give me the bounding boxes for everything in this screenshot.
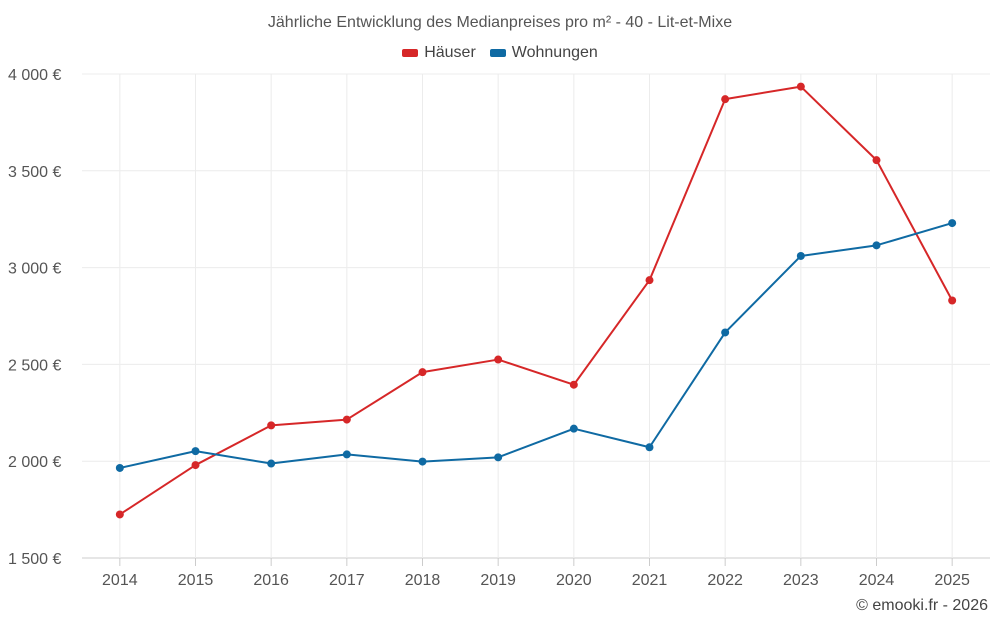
data-point-wohnungen [645,443,654,452]
data-point-wohnungen [115,463,124,472]
legend: Häuser Wohnungen [0,44,1000,62]
data-point-haeuser [872,156,881,165]
data-point-wohnungen [948,219,957,228]
legend-item-wohnungen[interactable]: Wohnungen [489,44,598,62]
data-point-haeuser [494,355,503,364]
y-tick-label: 2 000 € [8,454,61,471]
y-tick-label: 2 500 € [8,357,61,374]
data-point-wohnungen [872,241,881,250]
data-point-wohnungen [494,453,503,462]
legend-item-haeuser[interactable]: Häuser [402,44,476,62]
y-tick-label: 4 000 € [8,67,61,84]
chart-title: Jährliche Entwicklung des Medianpreises … [267,14,733,31]
x-tick-label: 2024 [859,572,895,589]
x-tick-label: 2020 [556,572,592,589]
x-tick-label: 2022 [707,572,743,589]
copyright-credit: © emooki.fr - 2026 [856,597,988,614]
x-tick-label: 2019 [480,572,516,589]
data-point-haeuser [342,415,351,424]
data-point-haeuser [796,82,805,91]
legend-swatch-haeuser [402,49,419,57]
data-point-haeuser [418,368,427,377]
y-tick-label: 3 500 € [8,164,61,181]
x-tick-label: 2018 [405,572,441,589]
x-tick-label: 2021 [632,572,668,589]
x-tick-label: 2016 [253,572,289,589]
data-point-haeuser [115,510,124,519]
data-point-haeuser [948,296,957,305]
data-point-haeuser [191,461,200,470]
data-point-haeuser [569,380,578,389]
series-line-wohnungen [119,222,953,469]
data-point-wohnungen [342,450,351,459]
data-point-haeuser [721,95,730,104]
series-line-haeuser [119,85,954,516]
data-point-haeuser [267,421,276,430]
data-point-wohnungen [796,251,805,260]
x-tick-label: 2017 [329,572,365,589]
x-tick-label: 2025 [934,572,970,589]
y-tick-label: 1 500 € [8,551,61,568]
data-point-wohnungen [267,459,276,468]
x-tick-label: 2023 [783,572,819,589]
data-point-wohnungen [418,457,427,466]
data-point-haeuser [645,276,654,285]
y-tick-label: 3 000 € [8,261,61,278]
x-tick-label: 2015 [178,572,214,589]
data-point-wohnungen [721,328,730,337]
legend-label-wohnungen: Wohnungen [511,44,598,61]
x-tick-label: 2014 [102,572,138,589]
legend-label-haeuser: Häuser [424,44,476,61]
data-point-wohnungen [191,447,200,456]
legend-swatch-wohnungen [489,49,506,57]
data-point-wohnungen [569,424,578,433]
